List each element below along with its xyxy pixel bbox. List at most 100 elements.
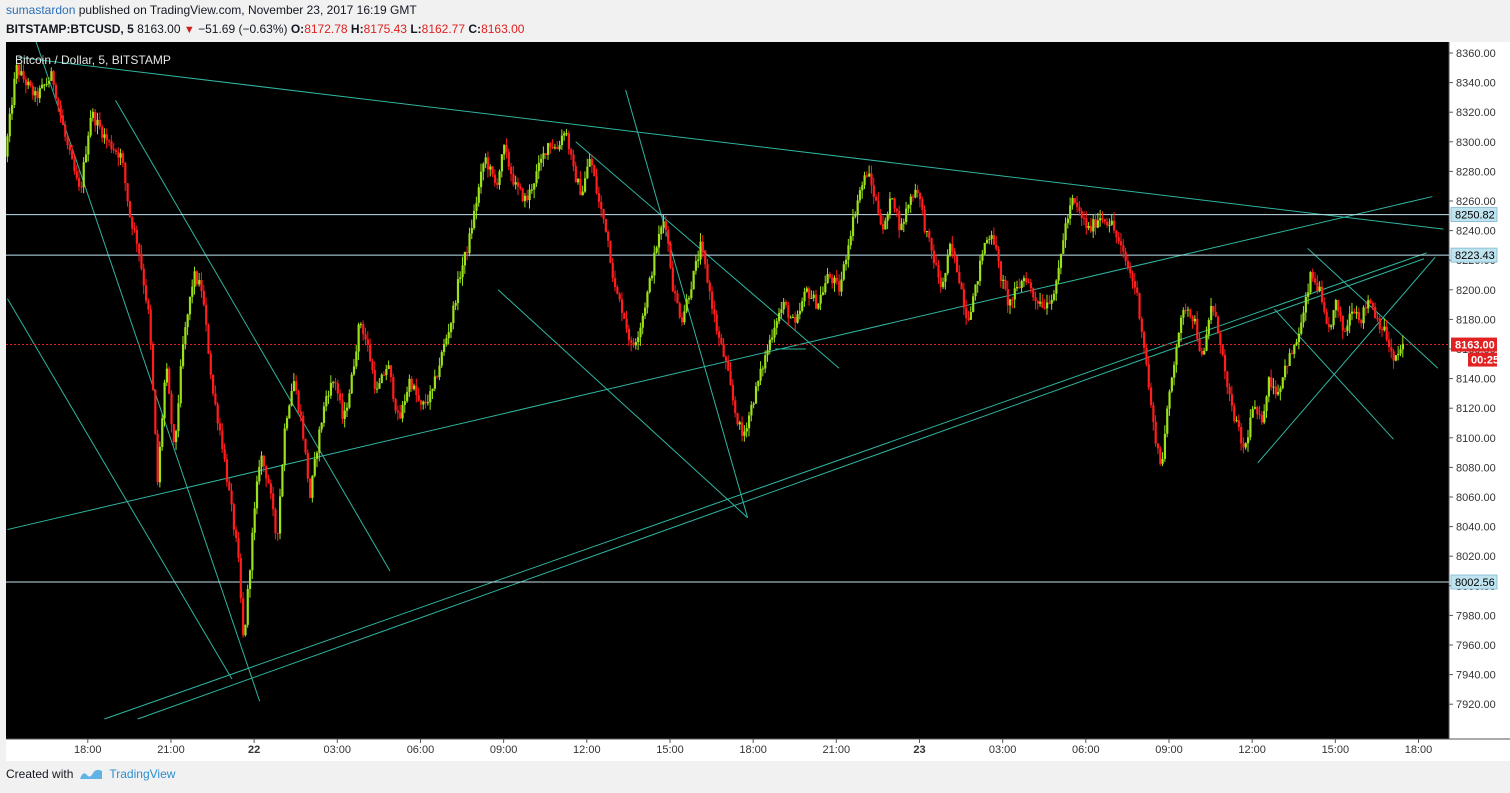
candle-body bbox=[784, 302, 788, 306]
candle-body bbox=[623, 312, 626, 319]
trendline[interactable] bbox=[31, 30, 261, 702]
candle-body bbox=[433, 376, 436, 389]
candle-body bbox=[165, 368, 168, 383]
time-tick-label: 15:00 bbox=[656, 744, 684, 756]
candle-body bbox=[1015, 286, 1019, 289]
candle-body bbox=[921, 199, 924, 210]
candle-body bbox=[708, 282, 711, 292]
candle-body bbox=[1055, 280, 1058, 294]
trendline[interactable] bbox=[115, 100, 391, 572]
candle-body bbox=[325, 396, 328, 407]
candle-body bbox=[1237, 420, 1240, 428]
candle-body bbox=[1039, 301, 1042, 304]
candle-body bbox=[1048, 302, 1051, 304]
trendline[interactable] bbox=[137, 258, 1425, 720]
candle-body bbox=[1381, 329, 1384, 331]
price-axis[interactable] bbox=[1449, 42, 1510, 761]
candle-body bbox=[443, 344, 446, 353]
tradingview-link[interactable]: TradingView bbox=[109, 767, 176, 781]
time-axis[interactable] bbox=[6, 739, 1449, 761]
candle-body bbox=[45, 83, 48, 85]
candle-body bbox=[717, 331, 721, 338]
candle-body bbox=[1186, 309, 1190, 311]
candle-body bbox=[893, 198, 896, 209]
candle-body bbox=[715, 314, 718, 332]
last-price-tag-label: 8163.00 bbox=[1455, 340, 1495, 352]
candle-body bbox=[992, 235, 996, 245]
trendline[interactable] bbox=[497, 289, 748, 519]
candle-body bbox=[198, 280, 201, 285]
candle-body bbox=[983, 242, 986, 254]
trendline[interactable] bbox=[6, 298, 233, 680]
candle-body bbox=[1062, 240, 1065, 254]
candle-body bbox=[158, 446, 162, 483]
candle-body bbox=[1004, 279, 1007, 290]
candle-body bbox=[1364, 307, 1368, 309]
candle-body bbox=[473, 210, 476, 229]
candle-body bbox=[565, 133, 568, 135]
candle-body bbox=[743, 431, 746, 436]
candle-body bbox=[939, 277, 942, 288]
candle-body bbox=[1182, 310, 1185, 318]
candle-body bbox=[1360, 320, 1363, 324]
candle-body bbox=[634, 342, 637, 346]
candle-body bbox=[297, 390, 300, 412]
candle-body bbox=[456, 279, 460, 304]
candle-body bbox=[593, 165, 596, 177]
candle-body bbox=[1397, 353, 1400, 356]
trendline[interactable] bbox=[1257, 256, 1436, 464]
candle-body bbox=[734, 400, 737, 414]
candle-body bbox=[20, 71, 23, 76]
candle-body bbox=[817, 303, 820, 309]
footer: Created with TradingView bbox=[6, 767, 175, 781]
time-tick-label: 09:00 bbox=[490, 744, 518, 756]
candle-body bbox=[1106, 221, 1109, 226]
candle-body bbox=[553, 147, 557, 149]
candle-body bbox=[997, 248, 1000, 262]
candle-body bbox=[932, 250, 936, 264]
candle-body bbox=[694, 261, 698, 271]
candle-body bbox=[588, 159, 591, 167]
candle-body bbox=[1200, 350, 1204, 355]
candle-body bbox=[1383, 326, 1386, 331]
candle-body bbox=[27, 81, 30, 86]
candle-body bbox=[1247, 437, 1250, 444]
candle-body bbox=[662, 221, 665, 228]
candle-body bbox=[1057, 267, 1060, 281]
candle-body bbox=[415, 385, 418, 396]
price-chart[interactable]: 8360.00 8340.00 8320.00 8300.00 8280.00 8260.… bbox=[6, 30, 1510, 761]
candle-body bbox=[604, 218, 607, 232]
candle-body bbox=[288, 405, 291, 419]
candle-body bbox=[884, 220, 887, 230]
candle-body bbox=[1168, 391, 1171, 409]
chart-title: Bitcoin / Dollar, 5, BITSTAMP bbox=[15, 53, 171, 67]
candle-body bbox=[357, 324, 360, 352]
candle-body bbox=[15, 65, 18, 79]
chart-container[interactable]: 8360.00 8340.00 8320.00 8300.00 8280.00 8260.… bbox=[6, 30, 1510, 761]
candle-body bbox=[930, 238, 933, 251]
candle-body bbox=[600, 201, 603, 210]
candle-body bbox=[412, 385, 416, 390]
trendline[interactable] bbox=[7, 196, 1433, 531]
candle-body bbox=[454, 303, 457, 306]
candle-body bbox=[616, 286, 619, 294]
level-price-tag-label: 8223.43 bbox=[1455, 250, 1495, 262]
candle-body bbox=[1337, 300, 1340, 312]
candle-body bbox=[274, 509, 277, 533]
candle-body bbox=[1327, 323, 1331, 328]
author-link[interactable]: sumastardon bbox=[6, 3, 76, 17]
candle-body bbox=[671, 267, 674, 292]
candle-body bbox=[791, 317, 795, 319]
candle-body bbox=[530, 189, 534, 191]
candle-body bbox=[928, 231, 931, 239]
candle-body bbox=[1260, 415, 1264, 423]
candle-body bbox=[272, 493, 275, 510]
candle-body bbox=[352, 366, 356, 375]
trendline[interactable] bbox=[18, 56, 1444, 230]
candle-body bbox=[657, 233, 661, 248]
candle-body bbox=[995, 244, 998, 249]
candle-body bbox=[900, 223, 903, 231]
candle-body bbox=[999, 261, 1003, 281]
candle-body bbox=[951, 243, 954, 252]
candle-body bbox=[119, 153, 122, 158]
